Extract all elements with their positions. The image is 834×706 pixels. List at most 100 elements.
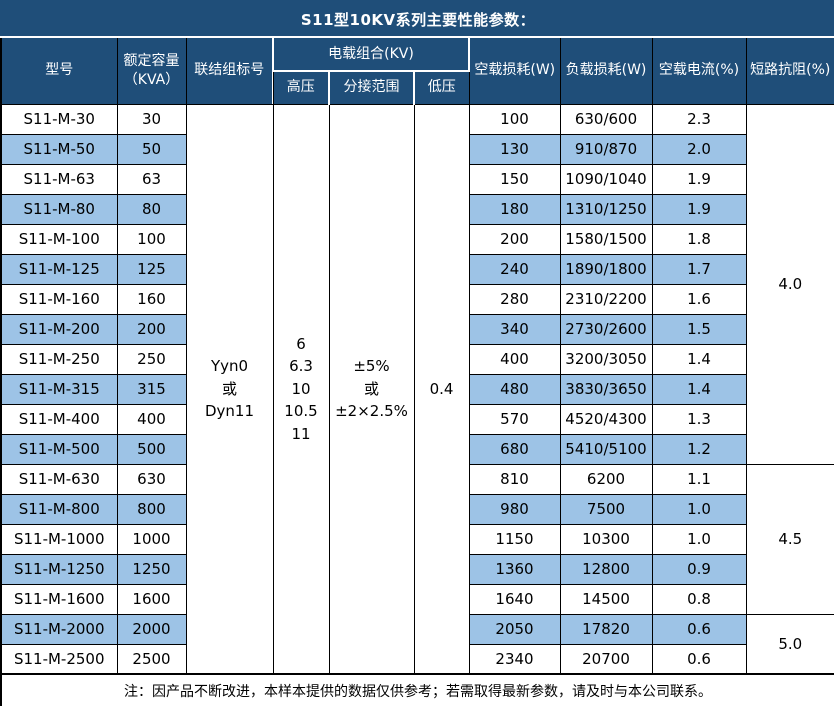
no-load-loss-cell: 400 bbox=[468, 343, 561, 375]
no-load-loss-cell: 100 bbox=[468, 103, 561, 135]
capacity-cell: 100 bbox=[116, 223, 187, 255]
no-load-current-cell: 1.8 bbox=[651, 223, 747, 255]
header-connection: 联结组标号 bbox=[185, 36, 274, 105]
no-load-loss-cell: 680 bbox=[468, 433, 561, 465]
load-loss-cell: 2310/2200 bbox=[559, 283, 653, 315]
load-loss-cell: 910/870 bbox=[559, 133, 653, 165]
no-load-loss-cell: 240 bbox=[468, 253, 561, 285]
load-loss-cell: 3830/3650 bbox=[559, 373, 653, 405]
capacity-cell: 1000 bbox=[116, 523, 187, 555]
tap-range-merged-cell: ±5% 或 ±2×2.5% bbox=[328, 103, 415, 675]
no-load-loss-cell: 1150 bbox=[468, 523, 561, 555]
capacity-cell: 30 bbox=[116, 103, 187, 135]
no-load-current-cell: 0.9 bbox=[651, 553, 747, 585]
table-title: S11型10KV系列主要性能参数： bbox=[0, 0, 834, 38]
model-cell: S11-M-50 bbox=[0, 133, 118, 165]
load-loss-cell: 2730/2600 bbox=[559, 313, 653, 345]
capacity-cell: 800 bbox=[116, 493, 187, 525]
capacity-cell: 315 bbox=[116, 373, 187, 405]
impedance-merged-cell: 4.0 bbox=[745, 103, 834, 465]
load-loss-cell: 4520/4300 bbox=[559, 403, 653, 435]
note: 注：因产品不断改进，本样本提供的数据仅供参考；若需取得最新参数，请及时与本公司联… bbox=[0, 673, 834, 706]
table-row: S11-M-125 125 240 1890/1800 1.7 bbox=[0, 253, 834, 285]
model-cell: S11-M-30 bbox=[0, 103, 118, 135]
header-no-load-current: 空载电流(%) bbox=[651, 36, 747, 105]
no-load-loss-cell: 2050 bbox=[468, 613, 561, 645]
load-loss-cell: 630/600 bbox=[559, 103, 653, 135]
load-loss-cell: 5410/5100 bbox=[559, 433, 653, 465]
no-load-current-cell: 1.4 bbox=[651, 343, 747, 375]
header-tap-range: 分接范围 bbox=[328, 70, 415, 105]
header-capacity-line2: （KVA） bbox=[123, 71, 180, 88]
model-cell: S11-M-2500 bbox=[0, 643, 118, 675]
header-voltage-group: 电载组合(KV) bbox=[272, 36, 470, 72]
table-row: S11-M-315 315 480 3830/3650 1.4 bbox=[0, 373, 834, 405]
no-load-loss-cell: 980 bbox=[468, 493, 561, 525]
no-load-current-cell: 1.1 bbox=[651, 463, 747, 495]
model-cell: S11-M-1250 bbox=[0, 553, 118, 585]
capacity-cell: 250 bbox=[116, 343, 187, 375]
no-load-loss-cell: 1360 bbox=[468, 553, 561, 585]
capacity-cell: 125 bbox=[116, 253, 187, 285]
header-capacity: 额定容量 （KVA） bbox=[116, 36, 187, 105]
capacity-cell: 80 bbox=[116, 193, 187, 225]
capacity-cell: 160 bbox=[116, 283, 187, 315]
model-cell: S11-M-500 bbox=[0, 433, 118, 465]
no-load-loss-cell: 810 bbox=[468, 463, 561, 495]
table-row: S11-M-2000 2000 2050 17820 0.6 5.0 bbox=[0, 613, 834, 675]
header-impedance: 短路抗阻(%) bbox=[745, 36, 834, 105]
table-row: S11-M-1250 1250 1360 12800 0.9 bbox=[0, 553, 834, 585]
load-loss-cell: 17820 bbox=[559, 613, 653, 645]
table-row: S11-M-80 80 180 1310/1250 1.9 bbox=[0, 193, 834, 225]
model-cell: S11-M-2000 bbox=[0, 613, 118, 645]
model-cell: S11-M-800 bbox=[0, 493, 118, 525]
no-load-loss-cell: 150 bbox=[468, 163, 561, 195]
header-load-loss: 负载损耗(W) bbox=[559, 36, 653, 105]
capacity-cell: 2000 bbox=[116, 613, 187, 645]
model-cell: S11-M-100 bbox=[0, 223, 118, 255]
no-load-loss-cell: 1640 bbox=[468, 583, 561, 615]
no-load-current-cell: 0.8 bbox=[651, 583, 747, 615]
load-loss-cell: 6200 bbox=[559, 463, 653, 495]
model-cell: S11-M-125 bbox=[0, 253, 118, 285]
no-load-current-cell: 1.9 bbox=[651, 193, 747, 225]
header-low-voltage: 低压 bbox=[413, 70, 470, 105]
table-row: S11-M-30 30 Yyn0 或 Dyn11 6 6.3 10 10.5 11 ±5… bbox=[0, 103, 834, 675]
capacity-cell: 2500 bbox=[116, 643, 187, 675]
load-loss-cell: 1090/1040 bbox=[559, 163, 653, 195]
capacity-cell: 200 bbox=[116, 313, 187, 345]
load-loss-cell: 12800 bbox=[559, 553, 653, 585]
model-cell: S11-M-1600 bbox=[0, 583, 118, 615]
no-load-current-cell: 0.6 bbox=[651, 613, 747, 645]
load-loss-cell: 10300 bbox=[559, 523, 653, 555]
load-loss-cell: 14500 bbox=[559, 583, 653, 615]
model-cell: S11-M-400 bbox=[0, 403, 118, 435]
no-load-loss-cell: 2340 bbox=[468, 643, 561, 675]
load-loss-cell: 7500 bbox=[559, 493, 653, 525]
header-model: 型号 bbox=[0, 36, 118, 105]
model-cell: S11-M-630 bbox=[0, 463, 118, 495]
table-row: S11-M-630 630 810 6200 1.1 4.5 bbox=[0, 463, 834, 615]
table-row: S11-M-63 63 150 1090/1040 1.9 bbox=[0, 163, 834, 195]
load-loss-cell: 1890/1800 bbox=[559, 253, 653, 285]
table-row: S11-M-2500 2500 2340 20700 0.6 bbox=[0, 643, 834, 675]
no-load-current-cell: 1.2 bbox=[651, 433, 747, 465]
model-cell: S11-M-200 bbox=[0, 313, 118, 345]
high-voltage-merged-cell: 6 6.3 10 10.5 11 bbox=[272, 103, 330, 675]
header-no-load-loss: 空载损耗(W) bbox=[468, 36, 561, 105]
no-load-loss-cell: 280 bbox=[468, 283, 561, 315]
table-row: S11-M-100 100 200 1580/1500 1.8 bbox=[0, 223, 834, 255]
table-row: S11-M-800 800 980 7500 1.0 bbox=[0, 493, 834, 525]
model-cell: S11-M-160 bbox=[0, 283, 118, 315]
load-loss-cell: 20700 bbox=[559, 643, 653, 675]
no-load-current-cell: 1.4 bbox=[651, 373, 747, 405]
no-load-current-cell: 1.0 bbox=[651, 523, 747, 555]
low-voltage-merged-cell: 0.4 bbox=[413, 103, 470, 675]
table-row: S11-M-1600 1600 1640 14500 0.8 bbox=[0, 583, 834, 615]
no-load-loss-cell: 480 bbox=[468, 373, 561, 405]
no-load-loss-cell: 130 bbox=[468, 133, 561, 165]
no-load-current-cell: 0.6 bbox=[651, 643, 747, 675]
capacity-cell: 1250 bbox=[116, 553, 187, 585]
header-capacity-line1: 额定容量 bbox=[123, 52, 180, 69]
